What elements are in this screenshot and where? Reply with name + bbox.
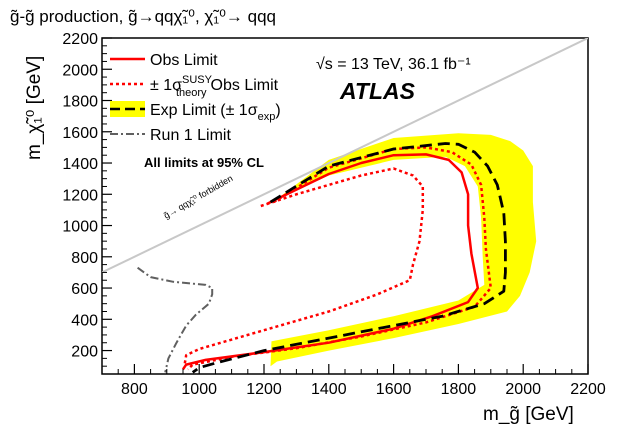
- y-tick-label: 1800: [62, 94, 98, 111]
- y-tick-label: 600: [71, 281, 98, 298]
- x-tick-label: 1400: [311, 381, 347, 398]
- y-tick-label: 2200: [62, 31, 98, 48]
- y-tick-label: 1600: [62, 125, 98, 142]
- x-tick-label: 1800: [441, 381, 477, 398]
- x-tick-label: 2000: [505, 381, 541, 398]
- atlas-label: ATLAS: [339, 78, 416, 104]
- series-line-run-1-limit: [137, 266, 214, 373]
- legend-run1-label: Run 1 Limit: [150, 127, 231, 144]
- series-line-exp-limit-1-exp: [191, 142, 507, 374]
- x-tick-label: 2200: [570, 381, 606, 398]
- series-line-1-susy-theory-obs-limit-1: [183, 167, 425, 365]
- axes: 800 1000 1200 1400 1600 1800 2000 2200 200 400 600…: [62, 31, 605, 398]
- exp-band-inner: [199, 156, 485, 360]
- energy-lumi-label: √s = 13 TeV, 36.1 fb⁻¹: [316, 56, 471, 73]
- x-tick-label: 1000: [181, 381, 217, 398]
- x-tick-label: 1200: [246, 381, 282, 398]
- series-line-1-susy-theory-obs-limit-1: [187, 146, 493, 371]
- y-tick-label: 1400: [62, 156, 98, 173]
- legend-theory-label: ± 1σSUSY theory Obs Limit: [150, 74, 279, 99]
- y-tick-label: 1000: [62, 219, 98, 236]
- legend-obs-label: Obs Limit: [150, 52, 218, 69]
- x-tick-label: 800: [121, 381, 148, 398]
- series-line-kinematic-limit: [102, 38, 588, 274]
- x-axis-label: m_g̃ [GeV]: [483, 404, 574, 425]
- y-tick-label: 2000: [62, 62, 98, 79]
- plot-area: [102, 38, 588, 374]
- y-tick-label: 800: [71, 250, 98, 267]
- y-axis-label: m_χ̃₁⁰ [GeV]: [24, 56, 45, 160]
- x-tick-label: 1600: [376, 381, 412, 398]
- y-tick-label: 1200: [62, 187, 98, 204]
- y-tick-label: 400: [71, 312, 98, 329]
- cl-note: All limits at 95% CL: [144, 155, 264, 170]
- legend-exp-label: Exp Limit (± 1σexp): [150, 102, 281, 123]
- chart-title: g̃-g̃ production, g̃→qqχ̃₁⁰, χ̃₁⁰→ qqq: [10, 7, 276, 26]
- y-tick-label: 200: [71, 344, 98, 361]
- legend: Obs Limit ± 1σSUSY theory Obs Limit Exp Li…: [110, 52, 281, 144]
